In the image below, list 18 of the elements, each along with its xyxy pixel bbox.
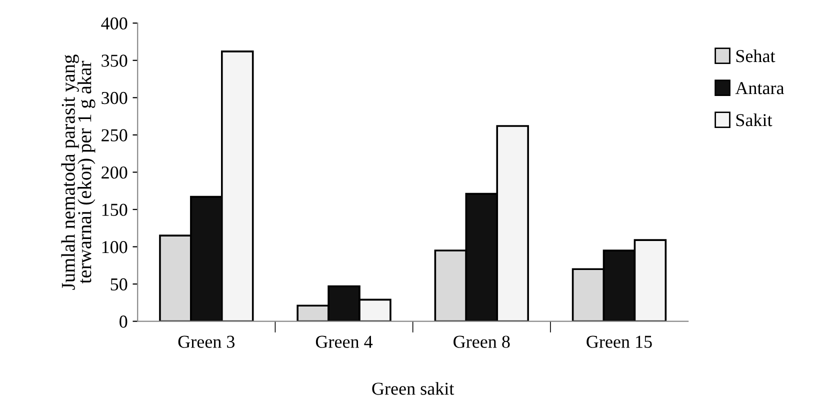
x-axis-title: Green sakit <box>372 382 454 395</box>
x-tick-label: Green 8 <box>454 336 510 348</box>
y-tick-label: 350 <box>102 54 128 67</box>
y-tick-label: 50 <box>110 278 128 290</box>
y-tick-label: 200 <box>102 166 128 179</box>
y-tick-label: 0 <box>120 316 128 328</box>
y-tick-label: 100 <box>102 241 128 254</box>
x-tick-label: Green 15 <box>586 336 652 348</box>
legend-label: Antara <box>735 82 784 94</box>
y-tick-label: 150 <box>102 204 128 216</box>
y-axis-title: Jumlah nematoda parasit yang terwarnai (ekor) per 1 g akar <box>61 54 96 290</box>
x-tick-label: Green 3 <box>178 336 235 348</box>
y-tick-label: 250 <box>102 129 128 142</box>
x-tick-label: Green 4 <box>316 336 373 348</box>
legend-label: Sakit <box>736 114 772 126</box>
y-tick-label: 300 <box>102 92 128 104</box>
legend-label: Sehat <box>736 49 776 62</box>
y-tick-label: 400 <box>101 17 128 30</box>
